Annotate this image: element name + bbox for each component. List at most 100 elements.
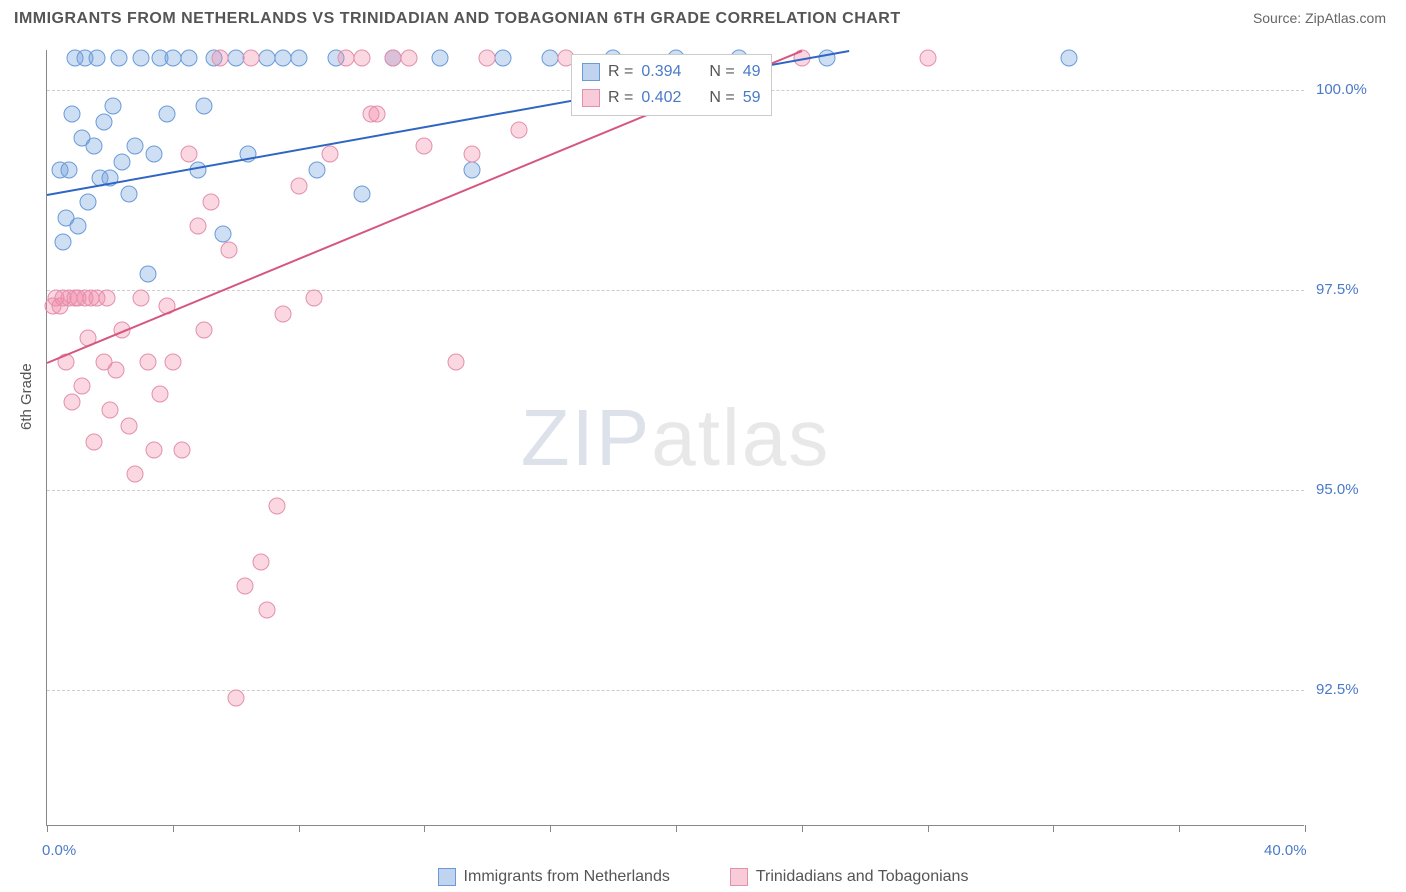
data-point-netherlands xyxy=(196,98,213,115)
legend-label-trinidad: Trinidadians and Tobagonians xyxy=(756,868,969,886)
data-point-trinidad xyxy=(64,394,81,411)
data-point-trinidad xyxy=(145,442,162,459)
chart-header: IMMIGRANTS FROM NETHERLANDS VS TRINIDADI… xyxy=(0,0,1406,28)
data-point-trinidad xyxy=(479,50,496,67)
data-point-trinidad xyxy=(252,554,269,571)
data-point-netherlands xyxy=(290,50,307,67)
data-point-netherlands xyxy=(114,154,131,171)
data-point-trinidad xyxy=(353,50,370,67)
watermark-zip: ZIP xyxy=(521,393,651,482)
n-value-trinidad: 59 xyxy=(743,89,761,107)
data-point-trinidad xyxy=(384,50,401,67)
data-point-trinidad xyxy=(120,418,137,435)
data-point-netherlands xyxy=(158,106,175,123)
x-tick xyxy=(1305,825,1306,832)
data-point-netherlands xyxy=(120,186,137,203)
data-point-trinidad xyxy=(139,354,156,371)
x-tick xyxy=(676,825,677,832)
stats-legend: R =0.394N =49R =0.402N =59 xyxy=(571,54,772,116)
chart-title: IMMIGRANTS FROM NETHERLANDS VS TRINIDADI… xyxy=(14,10,901,28)
r-label: R = xyxy=(608,89,633,107)
x-tick xyxy=(1053,825,1054,832)
data-point-trinidad xyxy=(127,466,144,483)
r-label: R = xyxy=(608,63,633,81)
x-min-label: 0.0% xyxy=(42,842,76,859)
data-point-netherlands xyxy=(189,162,206,179)
data-point-netherlands xyxy=(54,234,71,251)
x-tick xyxy=(928,825,929,832)
data-point-trinidad xyxy=(447,354,464,371)
swatch-trinidad xyxy=(582,89,600,107)
data-point-trinidad xyxy=(306,290,323,307)
data-point-netherlands xyxy=(61,162,78,179)
legend-item-trinidad: Trinidadians and Tobagonians xyxy=(730,868,969,886)
data-point-trinidad xyxy=(152,386,169,403)
data-point-trinidad xyxy=(98,290,115,307)
data-point-netherlands xyxy=(274,50,291,67)
n-label: N = xyxy=(709,63,734,81)
r-value-netherlands: 0.394 xyxy=(641,63,681,81)
data-point-trinidad xyxy=(227,690,244,707)
data-point-netherlands xyxy=(180,50,197,67)
x-tick xyxy=(299,825,300,832)
data-point-trinidad xyxy=(108,362,125,379)
x-tick xyxy=(1179,825,1180,832)
legend-item-netherlands: Immigrants from Netherlands xyxy=(438,868,670,886)
data-point-trinidad xyxy=(919,50,936,67)
data-point-netherlands xyxy=(164,50,181,67)
data-point-netherlands xyxy=(105,98,122,115)
data-point-trinidad xyxy=(73,378,90,395)
data-point-trinidad xyxy=(463,146,480,163)
n-value-netherlands: 49 xyxy=(743,63,761,81)
data-point-trinidad xyxy=(211,50,228,67)
data-point-trinidad xyxy=(243,50,260,67)
data-point-netherlands xyxy=(353,186,370,203)
legend-label-netherlands: Immigrants from Netherlands xyxy=(464,868,670,886)
data-point-netherlands xyxy=(145,146,162,163)
gridline xyxy=(47,490,1304,491)
data-point-netherlands xyxy=(139,266,156,283)
swatch-netherlands xyxy=(438,868,456,886)
data-point-trinidad xyxy=(133,290,150,307)
x-tick xyxy=(47,825,48,832)
data-point-trinidad xyxy=(237,578,254,595)
n-label: N = xyxy=(709,89,734,107)
data-point-netherlands xyxy=(70,218,87,235)
data-point-trinidad xyxy=(416,138,433,155)
source-attribution: Source: ZipAtlas.com xyxy=(1253,10,1386,26)
data-point-trinidad xyxy=(202,194,219,211)
data-point-trinidad xyxy=(174,442,191,459)
data-point-trinidad xyxy=(268,498,285,515)
data-point-trinidad xyxy=(290,178,307,195)
data-point-netherlands xyxy=(432,50,449,67)
data-point-netherlands xyxy=(495,50,512,67)
data-point-netherlands xyxy=(86,138,103,155)
source-link[interactable]: ZipAtlas.com xyxy=(1305,10,1386,26)
y-tick-label: 95.0% xyxy=(1316,481,1359,498)
data-point-netherlands xyxy=(95,114,112,131)
data-point-netherlands xyxy=(79,194,96,211)
x-tick xyxy=(173,825,174,832)
data-point-netherlands xyxy=(309,162,326,179)
swatch-trinidad xyxy=(730,868,748,886)
data-point-netherlands xyxy=(542,50,559,67)
watermark-atlas: atlas xyxy=(651,393,830,482)
stats-row-trinidad: R =0.402N =59 xyxy=(582,85,761,111)
data-point-trinidad xyxy=(510,122,527,139)
watermark: ZIPatlas xyxy=(521,392,830,484)
data-point-netherlands xyxy=(1061,50,1078,67)
source-label: Source: xyxy=(1253,10,1301,26)
data-point-netherlands xyxy=(111,50,128,67)
y-tick-label: 92.5% xyxy=(1316,681,1359,698)
data-point-netherlands xyxy=(127,138,144,155)
gridline xyxy=(47,290,1304,291)
data-point-trinidad xyxy=(86,434,103,451)
data-point-trinidad xyxy=(259,602,276,619)
data-point-netherlands xyxy=(215,226,232,243)
data-point-netherlands xyxy=(463,162,480,179)
chart-container: IMMIGRANTS FROM NETHERLANDS VS TRINIDADI… xyxy=(0,0,1406,892)
x-tick xyxy=(802,825,803,832)
plot-area: ZIPatlas R =0.394N =49R =0.402N =59 xyxy=(46,50,1304,826)
data-point-trinidad xyxy=(180,146,197,163)
x-tick xyxy=(424,825,425,832)
